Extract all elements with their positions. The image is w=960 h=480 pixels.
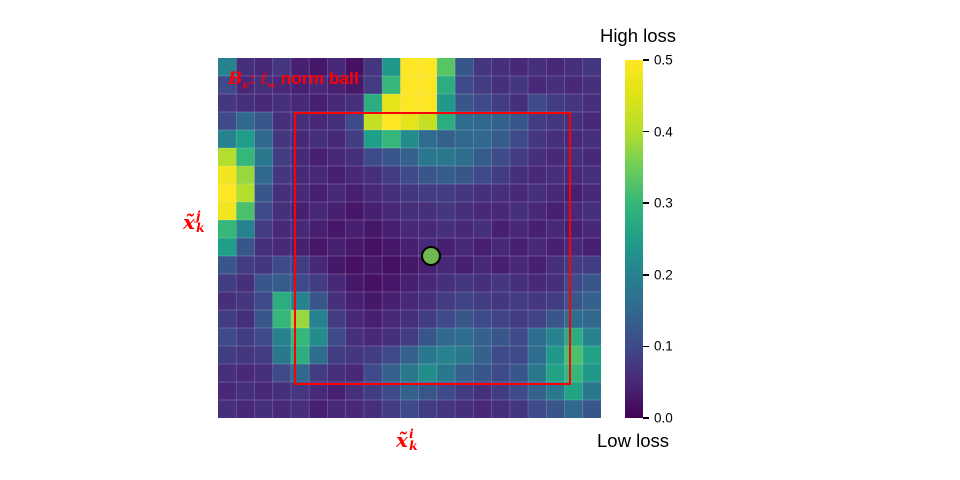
colorbar-gradient	[625, 60, 643, 418]
norm-ball-label-var-sub: ϵ	[242, 78, 250, 92]
colorbar-tick-mark	[643, 345, 649, 348]
norm-ball-label: Bϵ: ℓ∞ norm ball	[228, 69, 360, 92]
colorbar-tick-label: 0.1	[654, 338, 673, 354]
norm-ball-label-var: B	[228, 69, 243, 89]
colorbar-tick-mark	[643, 202, 649, 204]
colorbar-high-label: High loss	[599, 25, 677, 46]
colorbar-tick-mark	[643, 130, 649, 133]
colorbar-tick-mark	[643, 417, 649, 419]
colorbar-tick-label: 0.4	[654, 124, 673, 140]
y-axis-label: x̃ j k	[183, 208, 205, 235]
colorbar-tick-label: 0.5	[654, 52, 673, 68]
colorbar-tick-label: 0.2	[654, 267, 673, 283]
sample-point-marker	[421, 246, 441, 266]
colorbar-tick-label: 0.0	[654, 410, 673, 426]
colorbar-tick-label: 0.3	[654, 195, 673, 211]
norm-ball-label-rest: norm ball	[275, 69, 360, 88]
norm-ball-label-ell: ℓ	[260, 69, 268, 89]
norm-ball-label-ell-sub: ∞	[267, 79, 276, 92]
x-axis-label: x̃ i k	[396, 426, 418, 453]
loss-landscape-heatmap	[218, 58, 601, 418]
colorbar-low-label: Low loss	[597, 430, 669, 451]
colorbar-tick-mark	[643, 274, 649, 276]
colorbar-ticks: 0.5 0.4 0.3 0.2 0.1 0.0	[643, 53, 683, 426]
colorbar-tick-mark	[643, 59, 649, 61]
